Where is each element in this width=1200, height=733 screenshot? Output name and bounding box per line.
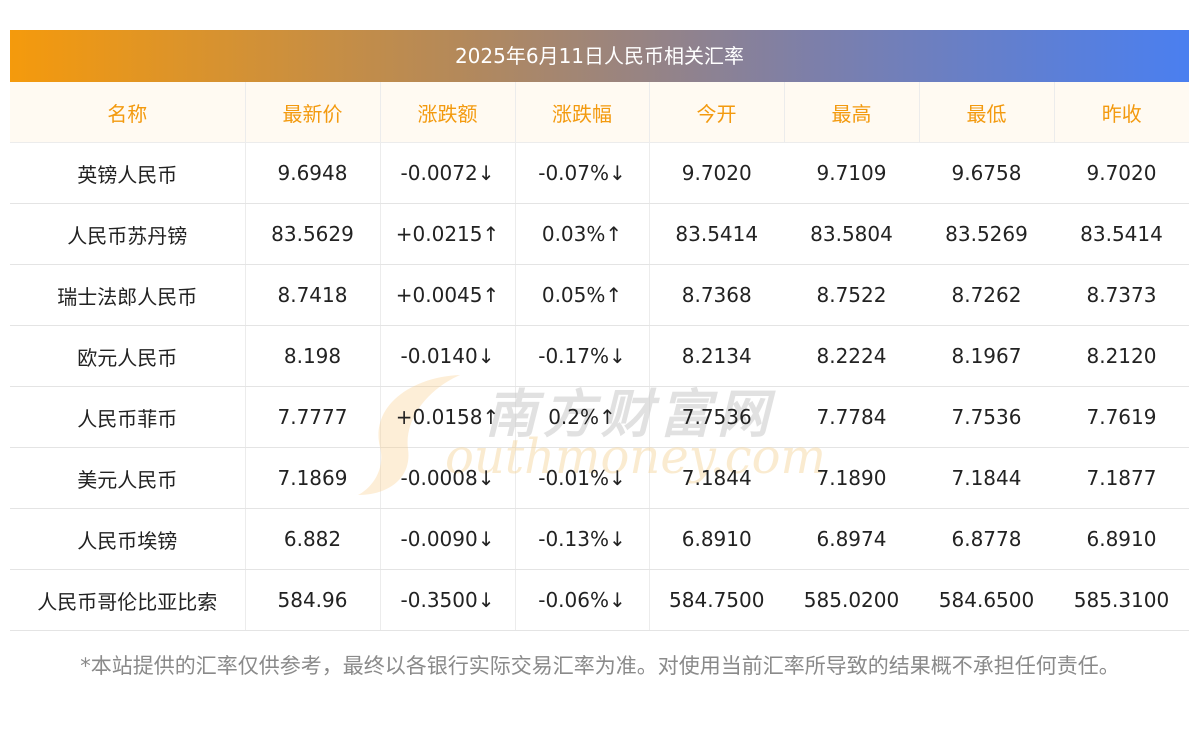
- disclaimer-note: *本站提供的汇率仅供参考，最终以各银行实际交易汇率为准。对使用当前汇率所导致的结…: [80, 654, 1120, 678]
- high-price-cell: 585.0200: [784, 569, 919, 631]
- prev-close-cell: 585.3100: [1054, 569, 1189, 631]
- exchange-rate-table: 名称 最新价 涨跌额 涨跌幅 今开 最高 最低 昨收 英镑人民币 9.6948 -0…: [10, 82, 1189, 631]
- change-percent-cell: -0.06%↓: [515, 569, 650, 631]
- table-row: 美元人民币 7.1869 -0.0008↓ -0.01%↓ 7.1844 7.1890 7.…: [10, 447, 1189, 509]
- header-open: 今开: [649, 82, 785, 143]
- rate-name-cell: 人民币苏丹镑: [10, 203, 246, 265]
- header-low: 最低: [919, 82, 1055, 143]
- latest-price-cell: 8.7418: [245, 264, 381, 326]
- change-amount-cell: +0.0215↑: [380, 203, 516, 265]
- rate-name-cell: 瑞士法郎人民币: [10, 264, 246, 326]
- table-row: 英镑人民币 9.6948 -0.0072↓ -0.07%↓ 9.7020 9.7109 9.…: [10, 142, 1189, 204]
- table-row: 欧元人民币 8.198 -0.0140↓ -0.17%↓ 8.2134 8.2224 8.1…: [10, 325, 1189, 387]
- open-price-cell: 7.1844: [649, 447, 784, 509]
- prev-close-cell: 7.1877: [1054, 447, 1189, 509]
- prev-close-cell: 8.7373: [1054, 264, 1189, 326]
- header-prev-close: 昨收: [1054, 82, 1189, 143]
- table-wrapper: 名称 最新价 涨跌额 涨跌幅 今开 最高 最低 昨收 英镑人民币 9.6948 -0…: [10, 82, 1189, 631]
- open-price-cell: 9.7020: [649, 142, 784, 204]
- low-price-cell: 6.8778: [919, 508, 1054, 570]
- change-amount-cell: -0.0140↓: [380, 325, 516, 387]
- latest-price-cell: 6.882: [245, 508, 381, 570]
- change-amount-cell: -0.0072↓: [380, 142, 516, 204]
- change-percent-cell: -0.17%↓: [515, 325, 650, 387]
- high-price-cell: 6.8974: [784, 508, 919, 570]
- rate-name-cell: 人民币埃镑: [10, 508, 246, 570]
- header-name: 名称: [10, 82, 246, 143]
- low-price-cell: 584.6500: [919, 569, 1054, 631]
- table-row: 人民币苏丹镑 83.5629 +0.0215↑ 0.03%↑ 83.5414 83.580…: [10, 203, 1189, 265]
- change-amount-cell: -0.0008↓: [380, 447, 516, 509]
- high-price-cell: 8.2224: [784, 325, 919, 387]
- latest-price-cell: 7.1869: [245, 447, 381, 509]
- rate-name-cell: 美元人民币: [10, 447, 246, 509]
- header-change: 涨跌额: [380, 82, 516, 143]
- change-percent-cell: 0.05%↑: [515, 264, 650, 326]
- prev-close-cell: 83.5414: [1054, 203, 1189, 265]
- open-price-cell: 8.7368: [649, 264, 784, 326]
- prev-close-cell: 6.8910: [1054, 508, 1189, 570]
- high-price-cell: 7.1890: [784, 447, 919, 509]
- latest-price-cell: 9.6948: [245, 142, 381, 204]
- rate-name-cell: 人民币菲币: [10, 386, 246, 448]
- latest-price-cell: 584.96: [245, 569, 381, 631]
- change-percent-cell: -0.07%↓: [515, 142, 650, 204]
- table-row: 瑞士法郎人民币 8.7418 +0.0045↑ 0.05%↑ 8.7368 8.7522 8…: [10, 264, 1189, 326]
- high-price-cell: 7.7784: [784, 386, 919, 448]
- prev-close-cell: 7.7619: [1054, 386, 1189, 448]
- latest-price-cell: 8.198: [245, 325, 381, 387]
- latest-price-cell: 7.7777: [245, 386, 381, 448]
- rate-name-cell: 人民币哥伦比亚比索: [10, 569, 246, 631]
- change-amount-cell: -0.3500↓: [380, 569, 516, 631]
- low-price-cell: 7.7536: [919, 386, 1054, 448]
- high-price-cell: 8.7522: [784, 264, 919, 326]
- prev-close-cell: 9.7020: [1054, 142, 1189, 204]
- open-price-cell: 584.7500: [649, 569, 784, 631]
- change-percent-cell: -0.01%↓: [515, 447, 650, 509]
- low-price-cell: 9.6758: [919, 142, 1054, 204]
- change-amount-cell: +0.0045↑: [380, 264, 516, 326]
- header-latest: 最新价: [245, 82, 381, 143]
- rate-name-cell: 英镑人民币: [10, 142, 246, 204]
- low-price-cell: 8.7262: [919, 264, 1054, 326]
- open-price-cell: 83.5414: [649, 203, 784, 265]
- exchange-rate-card: 2025年6月11日人民币相关汇率 名称 最新价 涨跌额 涨跌幅 今开 最高 最…: [10, 30, 1189, 631]
- table-header-row: 名称 最新价 涨跌额 涨跌幅 今开 最高 最低 昨收: [10, 82, 1189, 143]
- rate-name-cell: 欧元人民币: [10, 325, 246, 387]
- change-amount-cell: -0.0090↓: [380, 508, 516, 570]
- latest-price-cell: 83.5629: [245, 203, 381, 265]
- open-price-cell: 7.7536: [649, 386, 784, 448]
- table-row: 人民币埃镑 6.882 -0.0090↓ -0.13%↓ 6.8910 6.8974 6.8…: [10, 508, 1189, 570]
- low-price-cell: 7.1844: [919, 447, 1054, 509]
- change-percent-cell: -0.13%↓: [515, 508, 650, 570]
- high-price-cell: 9.7109: [784, 142, 919, 204]
- table-row: 人民币哥伦比亚比索 584.96 -0.3500↓ -0.06%↓ 584.7500 58…: [10, 569, 1189, 631]
- prev-close-cell: 8.2120: [1054, 325, 1189, 387]
- low-price-cell: 8.1967: [919, 325, 1054, 387]
- open-price-cell: 8.2134: [649, 325, 784, 387]
- header-high: 最高: [784, 82, 920, 143]
- open-price-cell: 6.8910: [649, 508, 784, 570]
- table-body: 英镑人民币 9.6948 -0.0072↓ -0.07%↓ 9.7020 9.7109 9.…: [10, 142, 1189, 631]
- change-percent-cell: 0.2%↑: [515, 386, 650, 448]
- change-amount-cell: +0.0158↑: [380, 386, 516, 448]
- table-title: 2025年6月11日人民币相关汇率: [10, 30, 1189, 82]
- high-price-cell: 83.5804: [784, 203, 919, 265]
- change-percent-cell: 0.03%↑: [515, 203, 650, 265]
- low-price-cell: 83.5269: [919, 203, 1054, 265]
- header-change-pct: 涨跌幅: [515, 82, 650, 143]
- table-row: 人民币菲币 7.7777 +0.0158↑ 0.2%↑ 7.7536 7.7784 7.75…: [10, 386, 1189, 448]
